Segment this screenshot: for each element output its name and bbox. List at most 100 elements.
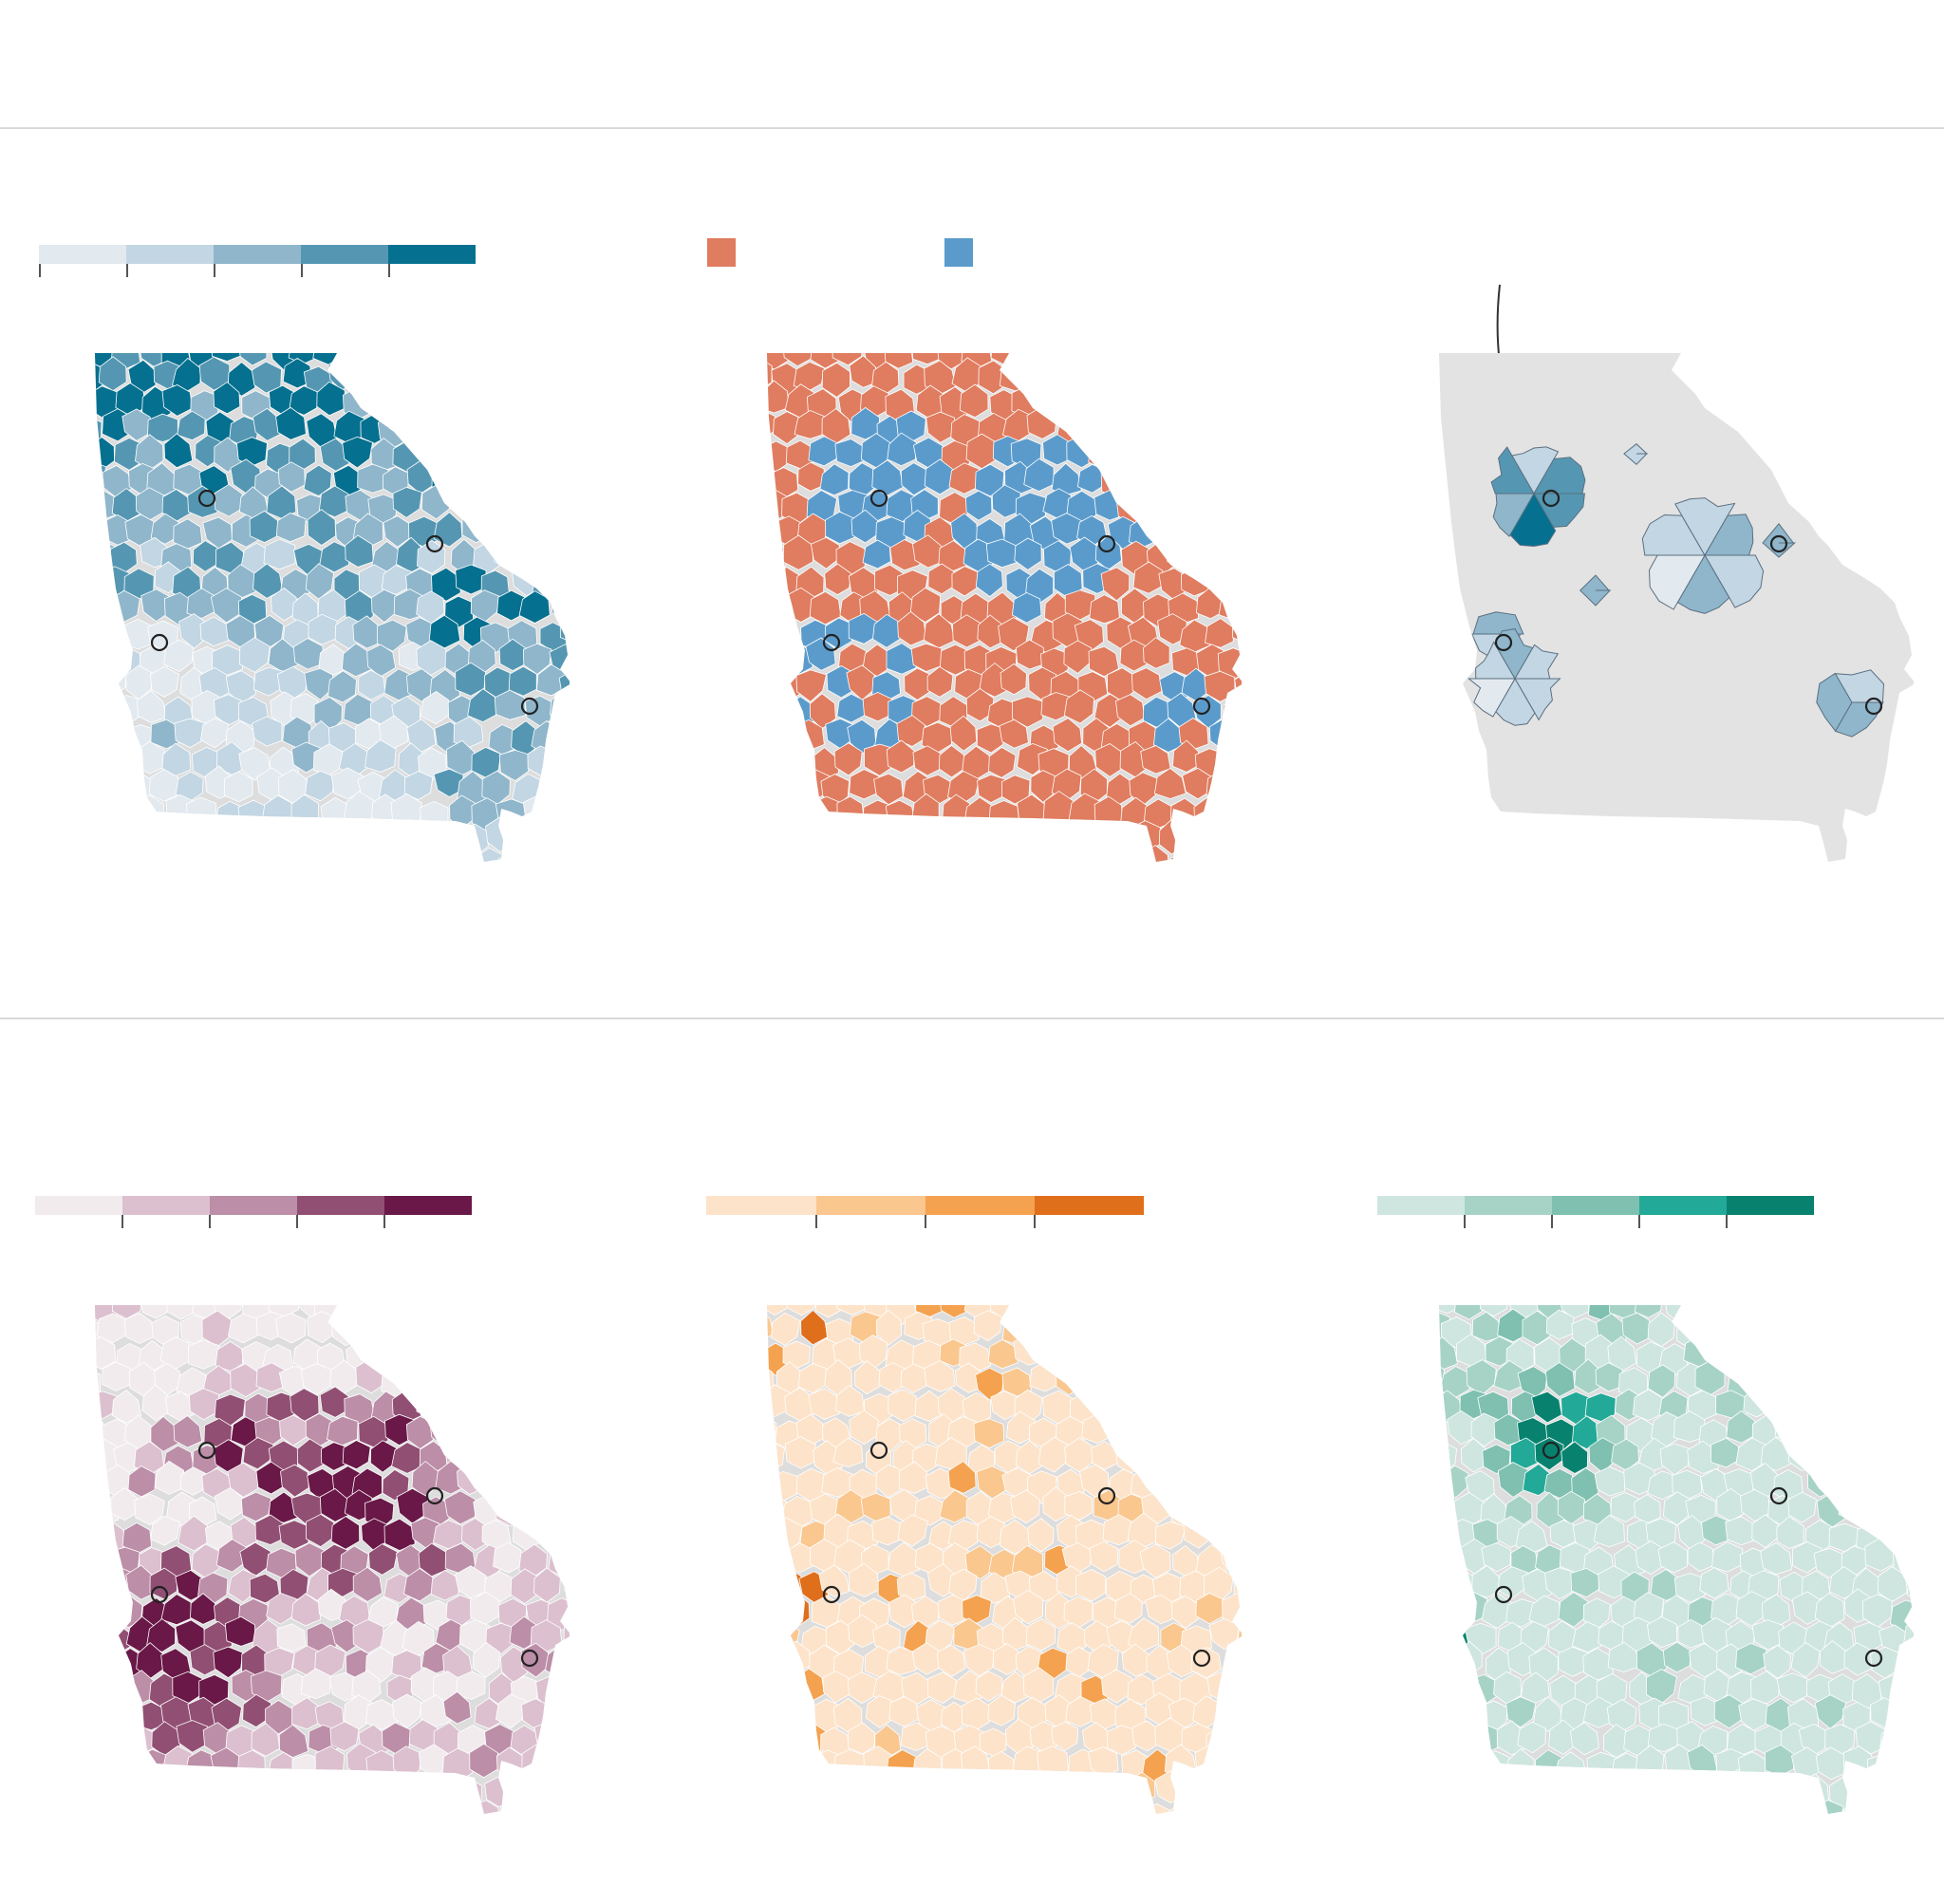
county-shape <box>460 1363 493 1398</box>
county-shape <box>454 360 484 390</box>
city-marker-savannah <box>520 697 539 716</box>
county-shape <box>954 1362 983 1393</box>
county-shape <box>1751 1363 1782 1397</box>
county-shape <box>1813 1800 1844 1814</box>
county-shape <box>275 513 307 543</box>
county-shape <box>342 436 373 469</box>
county-shape <box>911 534 944 569</box>
county-shape <box>1776 1672 1809 1704</box>
county-shape <box>1724 1768 1754 1804</box>
county-shape <box>1025 1617 1056 1652</box>
county-shape <box>936 353 968 370</box>
county-shape <box>476 384 505 420</box>
county-shape <box>1836 1443 1866 1475</box>
county-shape <box>444 1337 476 1369</box>
county-shape <box>213 382 241 415</box>
county-shape <box>564 461 570 494</box>
purple-scale-legend <box>35 1196 472 1230</box>
county-shape <box>543 1305 570 1318</box>
county-shape <box>1115 1305 1146 1321</box>
county-shape <box>767 355 773 391</box>
county-shape <box>202 1776 233 1810</box>
county-shape <box>959 383 989 419</box>
county-shape <box>1593 1514 1625 1548</box>
county-shape <box>520 439 550 476</box>
county-shape <box>897 1514 928 1547</box>
county-shape <box>1030 1316 1058 1349</box>
county-shape <box>369 1440 398 1473</box>
county-shape <box>76 1753 91 1782</box>
county-shape <box>1788 1798 1818 1814</box>
county-shape <box>564 513 570 545</box>
county-shape <box>1420 1777 1426 1806</box>
county-shape <box>1206 1777 1237 1806</box>
middle-divider <box>0 1017 1944 1019</box>
city-marker-columbus <box>1494 633 1513 652</box>
county-shape <box>461 1416 491 1452</box>
county-shape <box>1168 353 1196 368</box>
county-shape <box>948 462 981 495</box>
county-shape <box>850 509 879 544</box>
county-shape <box>140 1305 171 1319</box>
county-shape <box>548 1745 570 1778</box>
county-shape <box>927 563 955 595</box>
county-shape <box>1767 1334 1798 1367</box>
county-shape <box>1170 1391 1200 1421</box>
orange-bin-3 <box>925 1196 1035 1215</box>
county-shape <box>1439 1670 1450 1708</box>
county-shape <box>345 353 374 367</box>
county-shape <box>947 1461 977 1494</box>
county-shape <box>95 1336 117 1370</box>
county-shape <box>275 406 307 440</box>
county-shape <box>748 1491 764 1521</box>
county-shape <box>748 619 753 647</box>
county-shape <box>1158 519 1188 552</box>
county-shape <box>1862 1436 1894 1471</box>
county-shape <box>76 1545 92 1576</box>
county-shape <box>95 1775 106 1806</box>
county-shape <box>876 1309 903 1346</box>
county-shape <box>1143 637 1170 669</box>
county-shape <box>1439 1723 1447 1758</box>
county-shape <box>767 719 778 756</box>
county-shape <box>251 1776 284 1810</box>
county-shape <box>1218 1487 1242 1524</box>
county-shape <box>1737 1751 1766 1785</box>
county-shape <box>978 823 1008 852</box>
county-shape <box>110 1486 139 1521</box>
county-shape <box>383 1310 413 1343</box>
county-shape <box>925 411 956 443</box>
county-shape <box>767 513 776 545</box>
county-shape <box>148 769 180 802</box>
county-shape <box>767 1620 778 1656</box>
county-shape <box>1743 1385 1770 1418</box>
county-shape <box>1790 1341 1822 1372</box>
county-shape <box>76 744 91 774</box>
county-shape <box>1792 1541 1822 1574</box>
county-shape <box>442 382 476 416</box>
county-shape <box>102 1361 131 1391</box>
county-shape <box>1420 1649 1435 1676</box>
county-shape <box>748 1333 760 1366</box>
county-shape <box>1713 1694 1744 1729</box>
county-shape <box>249 510 279 544</box>
county-shape <box>1715 1305 1745 1318</box>
county-shape <box>551 353 570 369</box>
county-shape <box>455 564 487 595</box>
county-shape <box>924 1359 956 1392</box>
county-shape <box>1713 1801 1743 1814</box>
county-shape <box>1838 1490 1868 1521</box>
county-shape <box>1879 1461 1908 1498</box>
county-shape <box>1420 1386 1437 1417</box>
county-shape <box>836 848 866 862</box>
county-shape <box>1177 825 1208 857</box>
county-shape <box>443 353 475 364</box>
county-shape <box>1185 359 1216 391</box>
metro-county-shape <box>1467 678 1516 718</box>
county-shape <box>1893 1305 1914 1318</box>
county-shape <box>1058 362 1087 395</box>
county-shape <box>1147 488 1176 524</box>
county-shape <box>1558 1592 1589 1628</box>
county-shape <box>1420 1313 1422 1345</box>
top-divider <box>0 127 1944 129</box>
